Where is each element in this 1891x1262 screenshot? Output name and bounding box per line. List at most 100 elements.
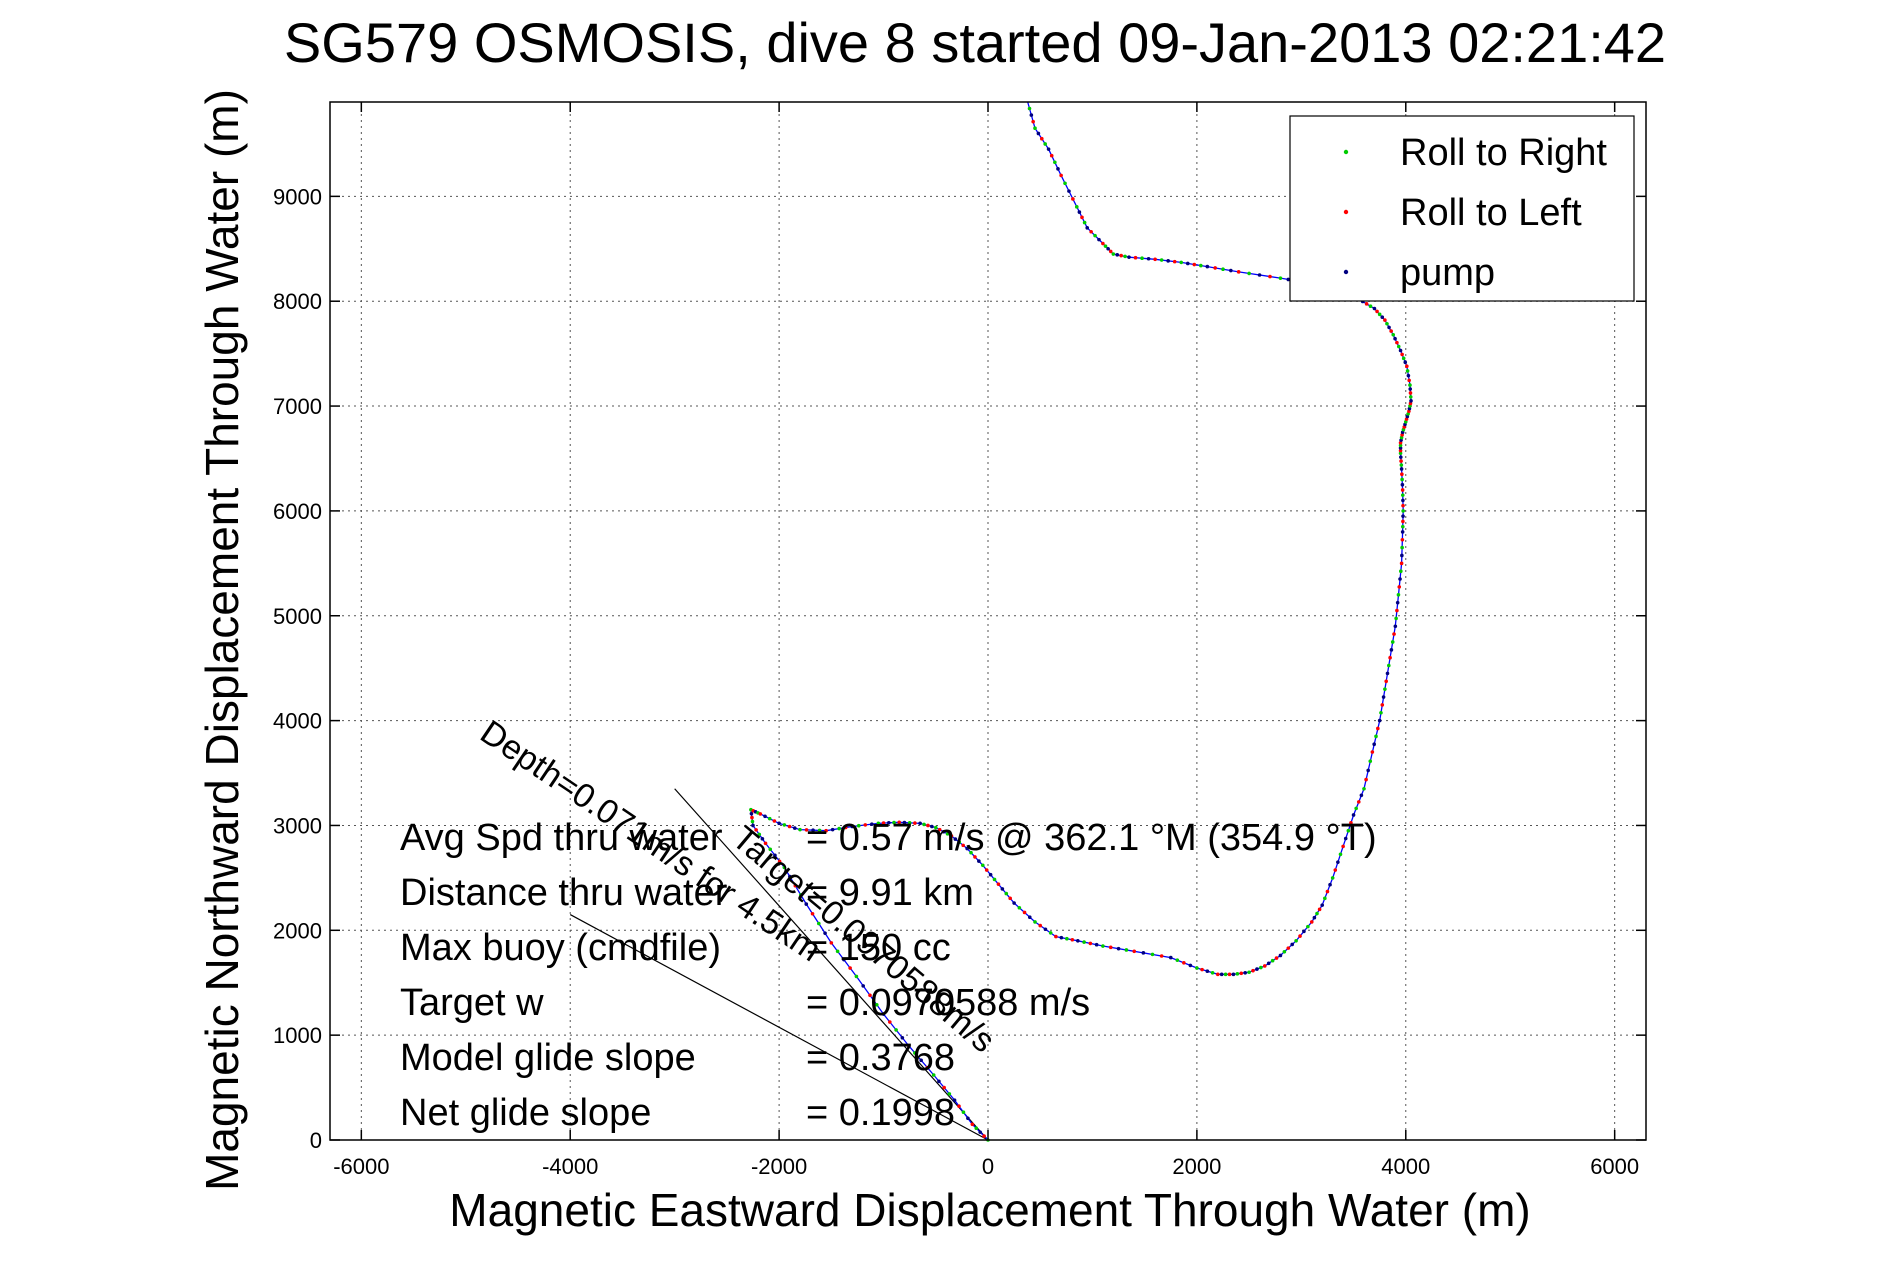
track-marker bbox=[1116, 946, 1121, 951]
track-marker bbox=[1004, 891, 1009, 896]
track-marker bbox=[1074, 205, 1079, 209]
stat-label: Max buoy (cmdfile) bbox=[400, 927, 721, 969]
track-marker bbox=[758, 812, 763, 816]
track-marker bbox=[1376, 726, 1380, 731]
track-marker bbox=[1395, 600, 1400, 605]
track-marker bbox=[1294, 938, 1298, 943]
track-marker bbox=[1056, 167, 1060, 171]
track-marker bbox=[1168, 955, 1173, 960]
track-marker bbox=[1368, 304, 1373, 308]
track-marker bbox=[863, 823, 868, 827]
track-marker bbox=[1027, 106, 1032, 111]
track-marker bbox=[1400, 537, 1405, 542]
ticks: -6000 -4000 -2000 0 2000 4000 6000 0 1000 2000 300… bbox=[273, 102, 1646, 1179]
stat-label: Model glide slope bbox=[400, 1037, 696, 1079]
track-marker bbox=[1405, 364, 1409, 369]
track-marker bbox=[1039, 136, 1044, 141]
track-marker bbox=[978, 1130, 982, 1134]
track-marker bbox=[888, 1020, 892, 1024]
track-marker bbox=[1400, 477, 1404, 482]
track-marker bbox=[1262, 964, 1267, 968]
track-marker bbox=[1236, 270, 1241, 274]
track-marker bbox=[922, 822, 926, 827]
track-marker bbox=[1132, 949, 1137, 954]
track-marker bbox=[817, 828, 822, 833]
track-marker bbox=[1393, 624, 1398, 629]
track-marker bbox=[961, 1110, 966, 1115]
y-tick-label: 1000 bbox=[273, 1023, 322, 1048]
track-marker bbox=[1396, 344, 1401, 349]
track-marker bbox=[1172, 259, 1177, 264]
track-marker bbox=[913, 821, 917, 825]
track-marker bbox=[1282, 949, 1287, 954]
track-marker bbox=[1054, 934, 1058, 939]
track-marker bbox=[850, 824, 855, 829]
track-marker bbox=[1389, 329, 1393, 333]
y-tick-label: 4000 bbox=[273, 709, 322, 734]
track-marker bbox=[996, 882, 1001, 886]
track-marker bbox=[1374, 734, 1378, 739]
track-marker bbox=[1223, 972, 1228, 977]
track-marker bbox=[1205, 969, 1210, 973]
track-marker bbox=[1049, 153, 1054, 158]
track-marker bbox=[1235, 972, 1240, 976]
track-marker bbox=[1323, 896, 1327, 901]
track-marker bbox=[1255, 967, 1259, 971]
track-marker bbox=[1065, 936, 1069, 941]
track-marker bbox=[763, 814, 767, 819]
track-marker bbox=[1022, 910, 1027, 915]
track-marker bbox=[1306, 924, 1310, 929]
track-marker bbox=[1127, 255, 1131, 259]
track-marker bbox=[1070, 937, 1075, 942]
track-marker bbox=[793, 883, 798, 888]
track-marker bbox=[1325, 889, 1330, 894]
track-marker bbox=[1317, 907, 1322, 912]
track-marker bbox=[763, 841, 768, 846]
track-marker bbox=[1387, 663, 1391, 668]
track-marker bbox=[1101, 241, 1105, 246]
track-marker bbox=[1398, 446, 1403, 450]
track-marker bbox=[1082, 940, 1086, 944]
track-marker bbox=[1315, 911, 1319, 916]
track-marker bbox=[810, 911, 815, 916]
track-marker bbox=[788, 874, 792, 879]
track-marker bbox=[1205, 264, 1210, 269]
track-marker bbox=[1059, 935, 1064, 940]
track-marker bbox=[1341, 844, 1345, 849]
track-marker bbox=[1333, 868, 1338, 872]
track-marker bbox=[1200, 967, 1204, 972]
track-marker bbox=[751, 823, 755, 828]
track-marker bbox=[1106, 246, 1110, 251]
track-marker bbox=[1408, 395, 1413, 399]
track-marker bbox=[1370, 750, 1375, 754]
track-marker bbox=[1400, 352, 1404, 357]
track-marker bbox=[1017, 905, 1022, 910]
legend-label: Roll to Right bbox=[1400, 132, 1607, 174]
track-marker bbox=[1031, 119, 1035, 124]
reference-lines bbox=[569, 788, 989, 1141]
track-marker bbox=[1395, 340, 1399, 345]
track-marker bbox=[945, 832, 950, 836]
track-marker bbox=[926, 823, 930, 828]
track-marker bbox=[1033, 126, 1037, 131]
track-marker bbox=[1398, 451, 1403, 456]
y-tick-label: 3000 bbox=[273, 813, 322, 838]
track-marker bbox=[886, 821, 891, 825]
track-marker bbox=[1089, 229, 1093, 234]
track-marker bbox=[1043, 142, 1047, 146]
track-marker bbox=[1400, 530, 1405, 534]
track-marker bbox=[1398, 348, 1403, 353]
track-marker bbox=[952, 1098, 957, 1102]
track-marker bbox=[1396, 592, 1401, 597]
track-marker bbox=[1400, 472, 1404, 477]
stat-value: = 0.57 m/s @ 362.1 °M (354.9 °T) bbox=[806, 817, 1377, 859]
track-marker bbox=[1286, 946, 1291, 950]
track-marker bbox=[1403, 360, 1408, 365]
track-marker bbox=[1179, 260, 1184, 265]
track-marker bbox=[842, 957, 846, 962]
legend-marker bbox=[1343, 209, 1349, 215]
track-marker bbox=[874, 1002, 879, 1007]
track-marker bbox=[1395, 608, 1399, 613]
track-marker bbox=[1330, 876, 1335, 880]
